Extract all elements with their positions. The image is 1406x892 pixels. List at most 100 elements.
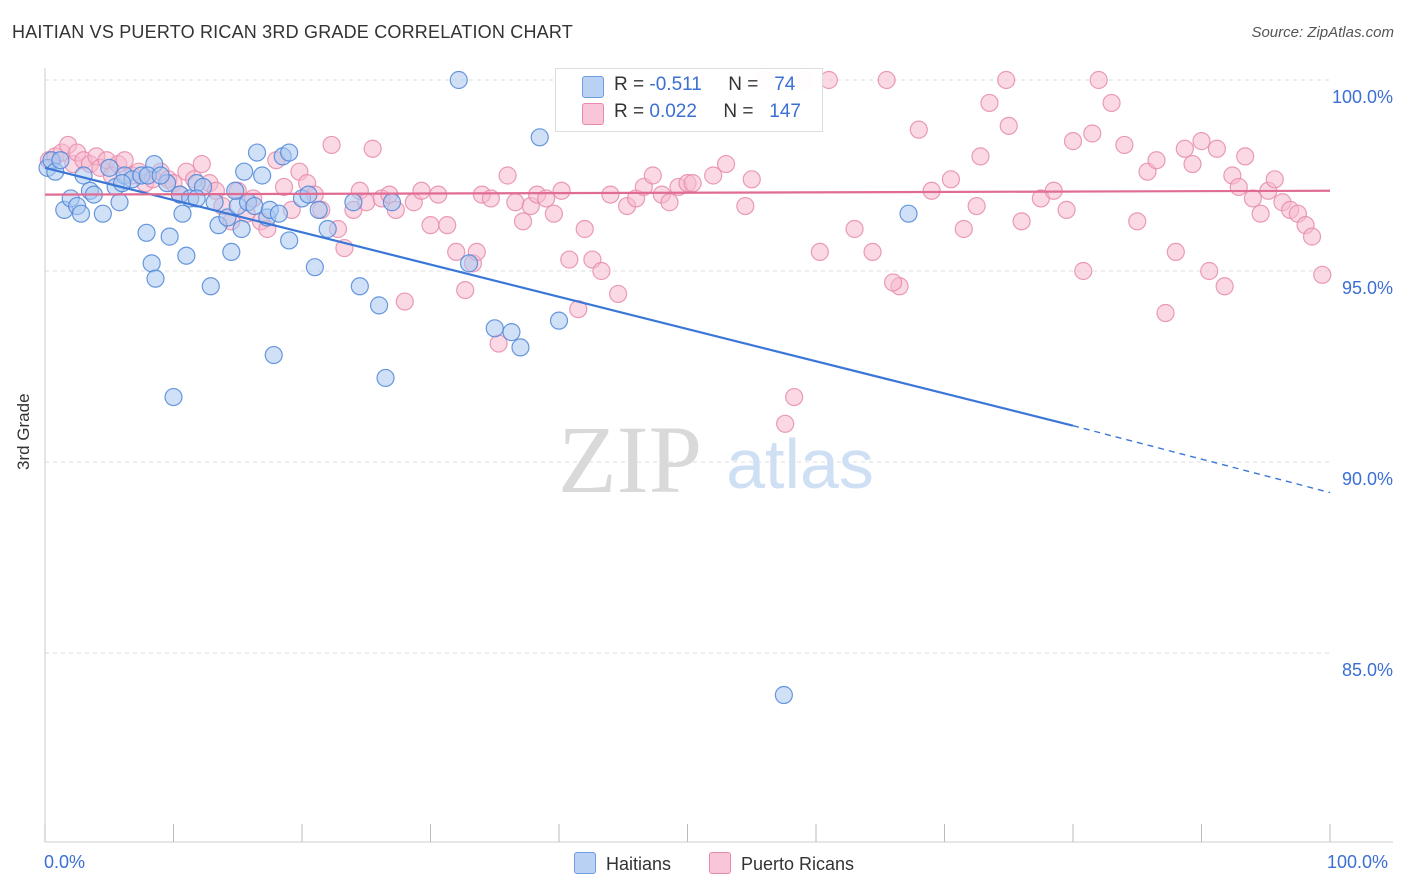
puerto-rican-point bbox=[395, 292, 414, 311]
puerto-rican-point bbox=[742, 170, 761, 189]
haitian-point bbox=[530, 128, 549, 147]
y-tick-label: 100.0% bbox=[1332, 87, 1393, 107]
puerto-rican-point bbox=[810, 242, 829, 261]
puerto-rican-point bbox=[1313, 265, 1332, 284]
haitians-n-label: N = bbox=[728, 74, 759, 95]
puerto-rican-point bbox=[997, 70, 1016, 90]
haitian-point bbox=[549, 311, 569, 330]
puerto-rican-point bbox=[609, 284, 628, 304]
y-tick-label: 90.0% bbox=[1342, 469, 1393, 489]
haitian-point bbox=[146, 269, 165, 288]
haitian-point bbox=[51, 151, 70, 170]
y-axis-label: 3rd Grade bbox=[14, 393, 33, 470]
puerto-rican-point bbox=[1229, 177, 1248, 197]
haitian-point bbox=[502, 323, 521, 342]
haitian-point bbox=[71, 204, 91, 223]
haitian-point bbox=[100, 158, 119, 177]
puerto-rican-point bbox=[438, 216, 457, 235]
puerto-rican-point bbox=[1175, 139, 1194, 158]
puerto-rican-point bbox=[785, 387, 804, 407]
puerto-rican-point bbox=[922, 181, 941, 200]
puerto-rican-point bbox=[1156, 303, 1175, 323]
puerto-rican-point bbox=[421, 216, 440, 235]
puerto-rican-point bbox=[1265, 170, 1284, 189]
haitian-point bbox=[309, 200, 328, 219]
puerto-rican-point bbox=[552, 181, 571, 200]
puerto-ricans-n-label: N = bbox=[723, 101, 754, 122]
haitian-point bbox=[449, 70, 468, 90]
puerto-rican-point bbox=[1166, 242, 1185, 261]
puerto-rican-point bbox=[322, 135, 341, 155]
haitian-point bbox=[232, 219, 251, 239]
puerto-rican-point bbox=[1183, 154, 1202, 174]
puerto-rican-point bbox=[513, 212, 533, 231]
puerto-ricans-trend-line bbox=[44, 189, 1331, 196]
haitian-point bbox=[177, 246, 196, 265]
puerto-rican-point bbox=[429, 185, 448, 204]
haitian-point bbox=[226, 181, 245, 200]
puerto-rican-point bbox=[1074, 261, 1093, 281]
haitian-point bbox=[318, 219, 337, 239]
haitian-point bbox=[280, 231, 299, 250]
puerto-rican-point bbox=[192, 154, 211, 174]
haitian-point bbox=[344, 193, 363, 212]
haitian-point bbox=[485, 319, 504, 338]
x-tick-max: 100.0% bbox=[1327, 852, 1389, 872]
puerto-rican-point bbox=[1215, 277, 1234, 296]
legend-puerto-ricans-swatch bbox=[709, 852, 731, 874]
ytick-layer: 85.0% 90.0% 95.0% 100.0% bbox=[1332, 87, 1393, 680]
puerto-rican-point bbox=[363, 139, 382, 158]
axis-layer bbox=[44, 68, 1393, 843]
puerto-rican-point bbox=[1063, 132, 1083, 151]
haitian-point bbox=[142, 254, 161, 273]
puerto-ricans-n-value: 147 bbox=[769, 101, 801, 122]
puerto-rican-point bbox=[877, 70, 896, 90]
puerto-rican-point bbox=[776, 414, 795, 433]
puerto-rican-point bbox=[1128, 212, 1147, 231]
haitian-point bbox=[774, 685, 793, 705]
haitian-point bbox=[511, 338, 530, 357]
legend-item-haitians[interactable]: Haitians bbox=[574, 852, 671, 875]
watermark: ZIP atlas bbox=[558, 406, 874, 513]
puerto-rican-point bbox=[1089, 70, 1108, 90]
haitian-point bbox=[201, 277, 220, 296]
haitian-point bbox=[93, 204, 112, 223]
puerto-rican-point bbox=[456, 281, 475, 300]
haitians-r-value: -0.511 bbox=[649, 74, 702, 95]
haitian-point bbox=[370, 296, 389, 315]
puerto-rican-point bbox=[412, 181, 431, 200]
haitian-point bbox=[899, 204, 918, 223]
puerto-rican-point bbox=[115, 151, 134, 170]
puerto-rican-point bbox=[971, 147, 990, 166]
puerto-rican-point bbox=[980, 93, 999, 113]
haitian-point bbox=[137, 223, 156, 242]
puerto-rican-point bbox=[1102, 93, 1121, 113]
puerto-rican-point bbox=[447, 242, 466, 261]
haitians-n-value: 74 bbox=[774, 74, 796, 95]
trend-layer bbox=[44, 166, 1331, 494]
puerto-rican-point bbox=[909, 120, 928, 139]
puerto-rican-point bbox=[736, 196, 755, 216]
puerto-rican-point bbox=[716, 154, 736, 174]
puerto-rican-point bbox=[999, 116, 1018, 135]
haitian-point bbox=[247, 143, 267, 162]
puerto-rican-point bbox=[954, 219, 973, 239]
puerto-rican-point bbox=[592, 261, 611, 281]
haitian-point bbox=[264, 345, 283, 365]
haitians-trend-extension bbox=[1072, 425, 1331, 494]
puerto-rican-point bbox=[683, 174, 702, 193]
legend-item-puerto-ricans[interactable]: Puerto Ricans bbox=[709, 852, 854, 875]
haitian-point bbox=[151, 166, 170, 185]
haitian-point bbox=[459, 254, 479, 273]
haitian-point bbox=[235, 162, 254, 181]
puerto-rican-point bbox=[560, 250, 579, 269]
puerto-rican-point bbox=[845, 219, 864, 239]
puerto-rican-point bbox=[1147, 151, 1166, 170]
puerto-ricans-r-label: R = bbox=[614, 101, 645, 122]
haitian-point bbox=[160, 227, 179, 246]
chart-title: HAITIAN VS PUERTO RICAN 3RD GRADE CORREL… bbox=[12, 22, 573, 42]
haitian-point bbox=[280, 143, 299, 162]
haitian-point bbox=[173, 204, 192, 223]
legend-puerto-ricans-label: Puerto Ricans bbox=[741, 854, 855, 874]
haitian-point bbox=[253, 166, 272, 185]
